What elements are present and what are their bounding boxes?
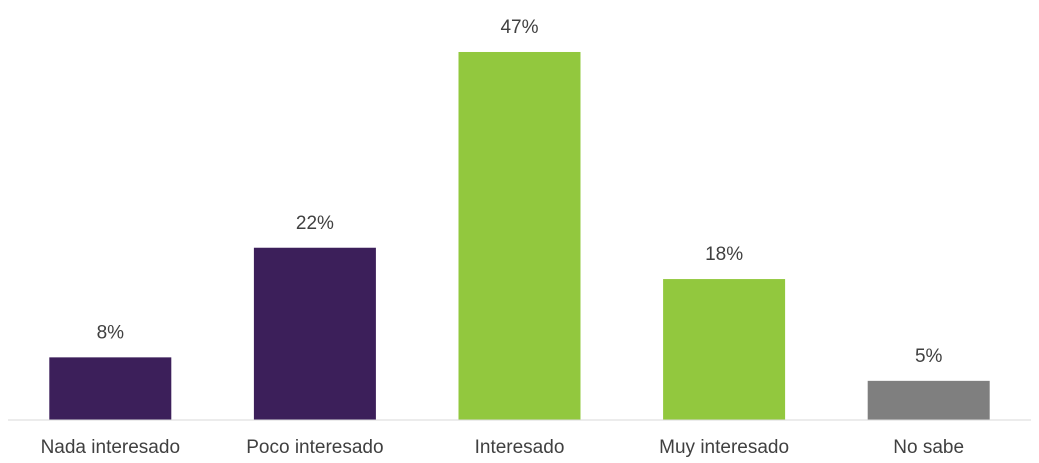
value-label: 47% (500, 17, 538, 38)
value-label: 5% (915, 346, 943, 367)
bar (253, 247, 376, 420)
value-label: 8% (97, 322, 125, 343)
value-label: 22% (296, 213, 334, 234)
value-label: 18% (705, 244, 743, 265)
bar (49, 357, 172, 420)
bar (458, 51, 581, 421)
x-tick-label: No sabe (893, 437, 964, 458)
x-tick-label: Interesado (475, 437, 565, 458)
bar (663, 279, 786, 420)
x-tick-label: Nada interesado (41, 437, 180, 458)
x-tick-label: Poco interesado (246, 437, 383, 458)
x-tick-label: Muy interesado (659, 437, 789, 458)
bar (867, 380, 990, 420)
